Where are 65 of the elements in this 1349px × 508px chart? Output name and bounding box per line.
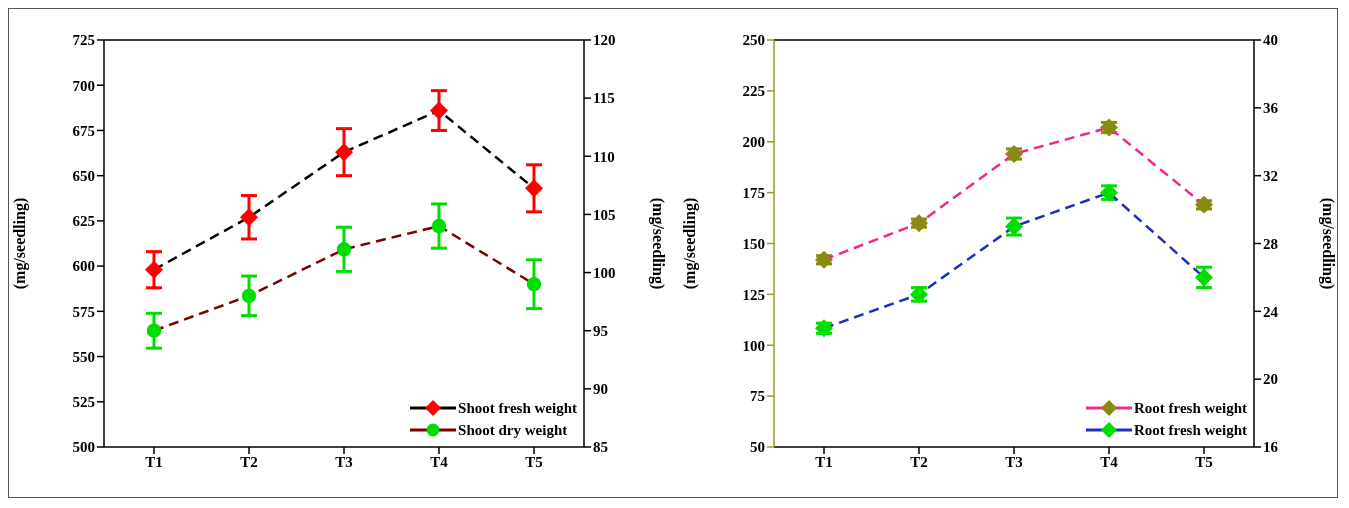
x-tick-label: T3 [1005,453,1023,470]
y2-tick-label: 16 [1263,439,1279,456]
y-tick-label: 725 [72,32,95,49]
x-tick-label: T5 [1195,453,1213,470]
y2-tick-label: 20 [1263,371,1278,388]
x-tick-label: T1 [145,453,163,470]
y2-tick-label: 36 [1263,100,1279,117]
y-tick-label: 75 [750,388,765,405]
point [146,323,162,338]
y2-tick-label: 24 [1263,303,1279,320]
point [525,179,543,198]
y-tick-label: 700 [72,77,95,94]
y2-tick-label: 115 [593,90,615,107]
legend-label: Root fresh weight [1133,399,1247,417]
x-tick-label: T3 [335,453,353,470]
point [240,208,258,227]
y-tick-label: 625 [72,213,95,230]
y2-tick-label: 110 [593,148,615,165]
y-tick-label: 225 [742,83,765,100]
point [145,260,163,279]
y2-tick-label: 100 [593,264,616,281]
y2-tick-label: 120 [593,32,616,49]
x-tick-label: T4 [1100,453,1119,470]
y-tick-label: 200 [742,134,765,151]
y-tick-label: 650 [72,167,95,184]
y-tick-label: 250 [742,32,765,49]
y-tick-label: 675 [72,122,95,139]
y-tick-label: 550 [72,348,95,365]
point [241,288,257,304]
point [431,218,447,234]
y-tick-label: 500 [72,439,95,456]
point [430,101,448,120]
y2-tick-label: 28 [1263,235,1278,252]
y-tick-label: 575 [72,303,95,320]
y-tick-label: 175 [742,184,765,201]
y2-tick-label: 90 [593,381,608,398]
y2-tick-label: 85 [593,439,608,456]
x-tick-label: T2 [910,453,928,470]
x-tick-label: T1 [815,453,833,470]
y-tick-label: 50 [750,439,765,456]
y2-tick-label: 105 [593,206,616,223]
point [1195,195,1213,214]
legend-label: Root fresh weight [1133,421,1247,439]
point [335,143,353,162]
y2-tick-label: 95 [593,323,608,340]
y-axis-title: (mg/seedling) [10,197,29,290]
point [336,242,352,257]
x-tick-label: T5 [525,453,543,470]
y-tick-label: 525 [72,394,95,411]
legend-label: Shoot fresh weight [458,399,577,417]
point [526,277,542,292]
legend-label: Shoot dry weight [458,421,568,439]
point [815,250,833,269]
y2-axis-title: (mg/seedling) [1319,197,1338,290]
point [910,214,928,233]
y2-tick-label: 40 [1263,32,1278,49]
x-tick-label: T2 [240,453,258,470]
y2-tick-label: 32 [1263,167,1278,184]
y2-axis-title: (mg/seedling) [649,197,668,290]
y-tick-label: 150 [742,235,765,252]
y-axis-title: (mg/seedling) [680,197,699,290]
y-tick-label: 600 [72,258,95,275]
x-tick-label: T4 [430,453,449,470]
y-tick-label: 100 [742,337,765,354]
y-tick-label: 125 [742,286,765,303]
